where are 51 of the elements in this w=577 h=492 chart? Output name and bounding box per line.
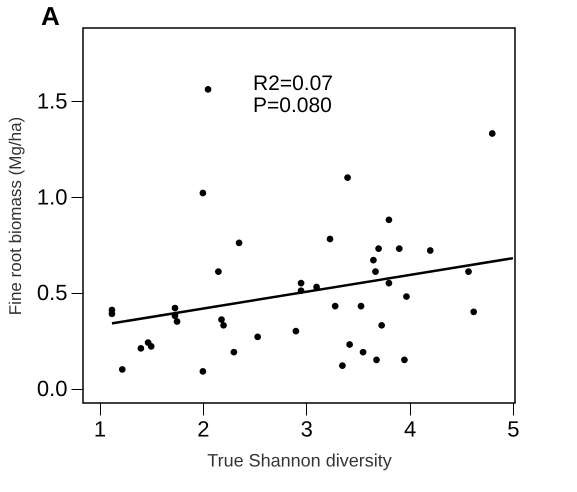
y-tick-label: 1.0: [36, 184, 68, 210]
point: [148, 343, 155, 350]
point: [230, 348, 238, 356]
point: [344, 174, 351, 181]
point: [332, 302, 339, 310]
x-axis-title: True Shannon diversity: [207, 450, 392, 470]
annotation: P=0.080: [253, 94, 332, 117]
point: [298, 280, 304, 286]
point: [372, 268, 379, 275]
point: [465, 268, 472, 275]
point: [426, 247, 434, 254]
x-tick-label: 2: [197, 416, 210, 442]
x-tick-label: 4: [404, 416, 416, 442]
point: [236, 239, 242, 246]
point: [204, 86, 212, 93]
point: [218, 316, 225, 323]
annotation: R2=0.07: [253, 72, 333, 95]
point: [470, 308, 478, 316]
point: [373, 356, 380, 364]
point: [172, 304, 178, 312]
point: [326, 236, 334, 242]
point: [118, 366, 126, 373]
chart-title: A: [41, 1, 60, 31]
y-tick-label: 0.5: [36, 280, 68, 306]
x-tick-label: 1: [94, 416, 106, 442]
point: [138, 344, 144, 352]
x-tick-label: 3: [300, 416, 313, 442]
point: [215, 268, 222, 275]
point: [370, 256, 377, 264]
point: [200, 368, 206, 375]
y-tick-label: 0.0: [36, 376, 68, 402]
point: [375, 245, 382, 252]
x-tick-label: 5: [507, 416, 520, 442]
point: [292, 328, 300, 334]
point: [386, 216, 392, 224]
point: [360, 348, 366, 356]
y-tick-label: 1.5: [36, 88, 68, 114]
point: [220, 322, 227, 329]
point: [339, 362, 346, 369]
point: [200, 190, 206, 196]
point: [358, 302, 364, 310]
point: [488, 130, 496, 137]
point: [401, 356, 408, 364]
point: [174, 318, 180, 325]
y-axis-title: Fine root biomass (Mg/ha): [6, 116, 25, 316]
point: [403, 293, 410, 300]
point: [254, 333, 262, 340]
point: [378, 322, 386, 329]
point: [386, 280, 392, 286]
point: [346, 341, 353, 348]
point: [396, 245, 403, 252]
